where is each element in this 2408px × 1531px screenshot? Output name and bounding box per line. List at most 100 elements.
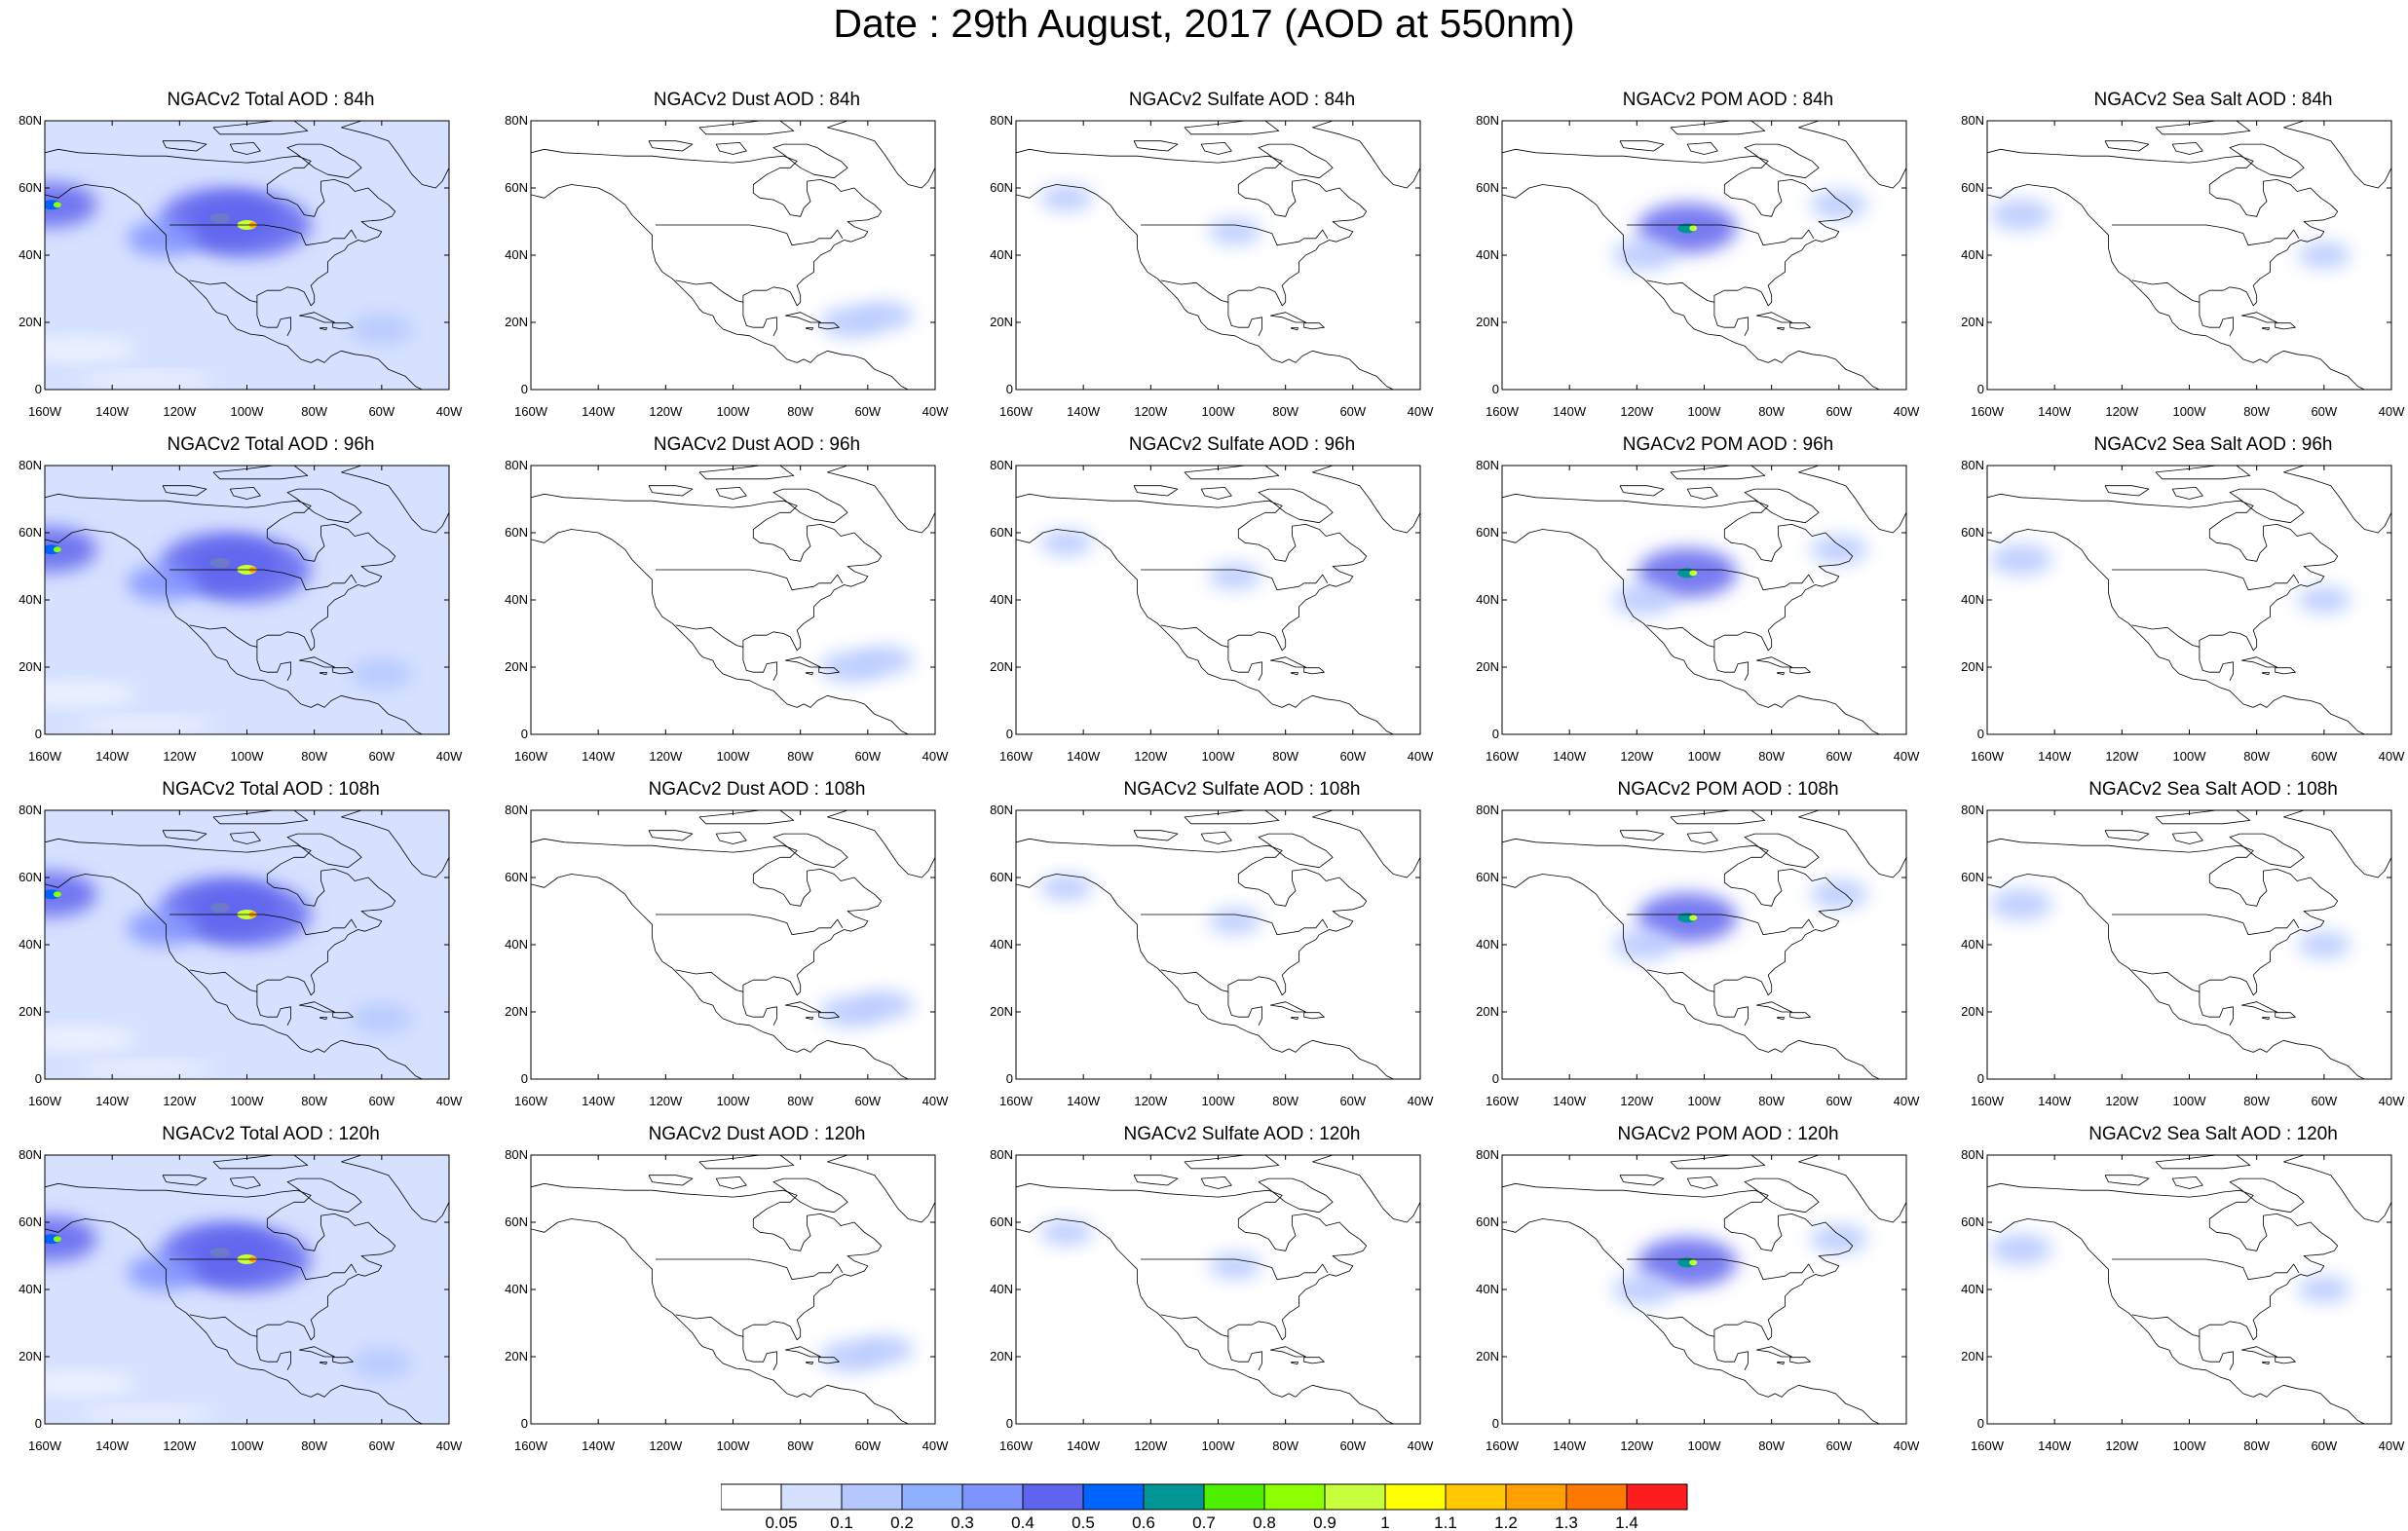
lon-tick-label: 100W bbox=[2173, 749, 2207, 764]
map-panel-seasalt: NGACv2 Sea Salt AOD : 108h 80N 60N 40N 20N 0 1… bbox=[1961, 779, 2408, 1124]
lon-tick-label: 60W bbox=[2311, 404, 2337, 419]
lat-tick-label: 20N bbox=[19, 1004, 42, 1019]
aod-plume bbox=[1810, 1224, 1868, 1254]
lon-tick-label: 40W bbox=[2379, 1438, 2405, 1453]
coastline bbox=[531, 1155, 935, 1424]
aod-plume bbox=[1208, 218, 1261, 245]
panel-title: NGACv2 POM AOD : 96h bbox=[1622, 434, 1834, 455]
aod-plume bbox=[1039, 1218, 1094, 1246]
lat-tick-label: 20N bbox=[1476, 1004, 1499, 1019]
lat-tick-label: 60N bbox=[1476, 525, 1499, 540]
lon-tick-label: 40W bbox=[1894, 404, 1920, 419]
lat-tick-label: 60N bbox=[19, 180, 42, 195]
aod-plume bbox=[127, 220, 199, 257]
lon-tick-label: 160W bbox=[1971, 1094, 2005, 1108]
lat-tick-label: 0 bbox=[35, 1071, 42, 1086]
aod-plume bbox=[1810, 535, 1868, 565]
lat-tick-label: 80N bbox=[19, 113, 42, 128]
aod-background-field bbox=[531, 466, 935, 734]
lat-tick-label: 40N bbox=[19, 937, 42, 952]
lat-tick-label: 60N bbox=[1961, 1214, 1984, 1229]
aod-plume bbox=[45, 872, 97, 917]
lon-tick-label: 120W bbox=[1620, 749, 1654, 764]
lon-tick-label: 40W bbox=[436, 1438, 463, 1453]
lat-tick-label: 0 bbox=[521, 1416, 528, 1431]
lon-tick-label: 80W bbox=[301, 1094, 327, 1108]
colorbar-label: 0.1 bbox=[830, 1513, 853, 1531]
lon-tick-label: 160W bbox=[999, 404, 1034, 419]
lat-tick-label: 80N bbox=[990, 803, 1013, 817]
lat-tick-label: 0 bbox=[1006, 1416, 1013, 1431]
map-panel-dust: NGACv2 Dust AOD : 96h 80N 60N 40N 20N 0 160W 14… bbox=[505, 434, 1000, 779]
lat-tick-label: 40N bbox=[19, 247, 42, 262]
panel-title: NGACv2 POM AOD : 84h bbox=[1622, 90, 1834, 110]
panel-title: NGACv2 Sulfate AOD : 84h bbox=[1128, 90, 1356, 110]
colorbar-swatch bbox=[961, 1483, 1024, 1511]
coastline bbox=[45, 1155, 449, 1424]
colorbar-swatch bbox=[1203, 1483, 1265, 1511]
lon-tick-label: 100W bbox=[231, 1438, 265, 1453]
lat-tick-label: 60N bbox=[990, 180, 1013, 195]
aod-background-field bbox=[1502, 1155, 1906, 1424]
colorbar-swatch bbox=[1505, 1483, 1567, 1511]
lat-tick-label: 0 bbox=[521, 1071, 528, 1086]
lat-tick-label: 0 bbox=[1977, 1416, 1984, 1431]
coastline bbox=[45, 466, 449, 734]
coastline bbox=[1502, 121, 1906, 390]
aod-plume bbox=[350, 657, 413, 690]
lat-tick-label: 20N bbox=[505, 659, 528, 674]
lon-tick-label: 160W bbox=[1486, 1438, 1520, 1453]
lon-tick-label: 160W bbox=[1971, 1438, 2005, 1453]
aod-plume bbox=[2297, 242, 2352, 269]
lon-tick-label: 60W bbox=[1825, 404, 1852, 419]
aod-plume bbox=[1039, 874, 1094, 901]
lon-tick-label: 60W bbox=[854, 404, 881, 419]
map-plot: 80N 60N 40N 20N 0 160W 140W 120W 100W 80W 60W 40W bbox=[1476, 803, 1920, 1108]
lon-tick-label: 100W bbox=[717, 1438, 751, 1453]
lat-tick-label: 60N bbox=[505, 525, 528, 540]
lon-tick-label: 40W bbox=[2379, 404, 2405, 419]
map-plot: 80N 60N 40N 20N 0 160W 140W 120W 100W 80W 60W 40W bbox=[990, 458, 1434, 764]
colorbar: 0.05 0.1 0.2 0.3 0.4 0.5 0.6 0.7 0.8 0.9 1 1.1 1.2 1.… bbox=[721, 1483, 1688, 1531]
map-panel-pom: NGACv2 POM AOD : 84h 80N 60N 40N 20N 0 160W 140… bbox=[1476, 90, 1972, 434]
lat-tick-label: 80N bbox=[1961, 458, 1984, 472]
lon-tick-label: 80W bbox=[301, 1438, 327, 1453]
colorbar-label: 0.5 bbox=[1072, 1513, 1095, 1531]
lon-tick-label: 120W bbox=[163, 404, 197, 419]
lon-tick-label: 140W bbox=[582, 404, 616, 419]
colorbar-swatch bbox=[1022, 1483, 1084, 1511]
lon-tick-label: 100W bbox=[1688, 1438, 1722, 1453]
lon-tick-label: 60W bbox=[368, 749, 395, 764]
aod-plume bbox=[350, 313, 413, 345]
aod-plume bbox=[127, 565, 199, 602]
aod-plume bbox=[1612, 1274, 1675, 1305]
lon-tick-label: 60W bbox=[1825, 1094, 1852, 1108]
lon-tick-label: 120W bbox=[649, 1438, 683, 1453]
aod-background-field bbox=[531, 1155, 935, 1424]
lat-tick-label: 0 bbox=[1492, 1416, 1499, 1431]
map-plot: 80N 60N 40N 20N 0 160W 140W 120W 100W 80W 60W 40W bbox=[1476, 458, 1920, 764]
lat-tick-label: 40N bbox=[1961, 1282, 1984, 1296]
lat-tick-label: 20N bbox=[505, 315, 528, 329]
colorbar-label: 1.1 bbox=[1434, 1513, 1457, 1531]
lon-tick-label: 120W bbox=[1134, 404, 1168, 419]
panel-title: NGACv2 Sea Salt AOD : 84h bbox=[2093, 90, 2333, 110]
lat-tick-label: 0 bbox=[1006, 727, 1013, 741]
coastline bbox=[531, 121, 935, 390]
panel-title: NGACv2 POM AOD : 120h bbox=[1617, 1124, 1839, 1144]
colorbar-label: 1.4 bbox=[1615, 1513, 1638, 1531]
lon-tick-label: 40W bbox=[1408, 749, 1434, 764]
map-plot: 80N 60N 40N 20N 0 160W 140W 120W 100W 80W 60W 40W bbox=[19, 1147, 463, 1453]
lat-tick-label: 40N bbox=[505, 247, 528, 262]
lon-tick-label: 60W bbox=[368, 1438, 395, 1453]
map-panel-sulfate: NGACv2 Sulfate AOD : 96h 80N 60N 40N 20N 0 160… bbox=[990, 434, 1486, 779]
lat-tick-label: 40N bbox=[1476, 247, 1499, 262]
map-panel-total: NGACv2 Total AOD : 84h 80N 60N 40N 20N 0 160W 1… bbox=[19, 90, 514, 434]
lon-tick-label: 100W bbox=[1688, 404, 1722, 419]
lon-tick-label: 140W bbox=[582, 1094, 616, 1108]
lat-tick-label: 40N bbox=[19, 592, 42, 607]
map-panel-dust: NGACv2 Dust AOD : 108h 80N 60N 40N 20N 0 160W 1… bbox=[505, 779, 1000, 1124]
lon-tick-label: 40W bbox=[1894, 1094, 1920, 1108]
map-panel-pom: NGACv2 POM AOD : 96h 80N 60N 40N 20N 0 160W 140… bbox=[1476, 434, 1972, 779]
aod-plume bbox=[1208, 1252, 1261, 1280]
